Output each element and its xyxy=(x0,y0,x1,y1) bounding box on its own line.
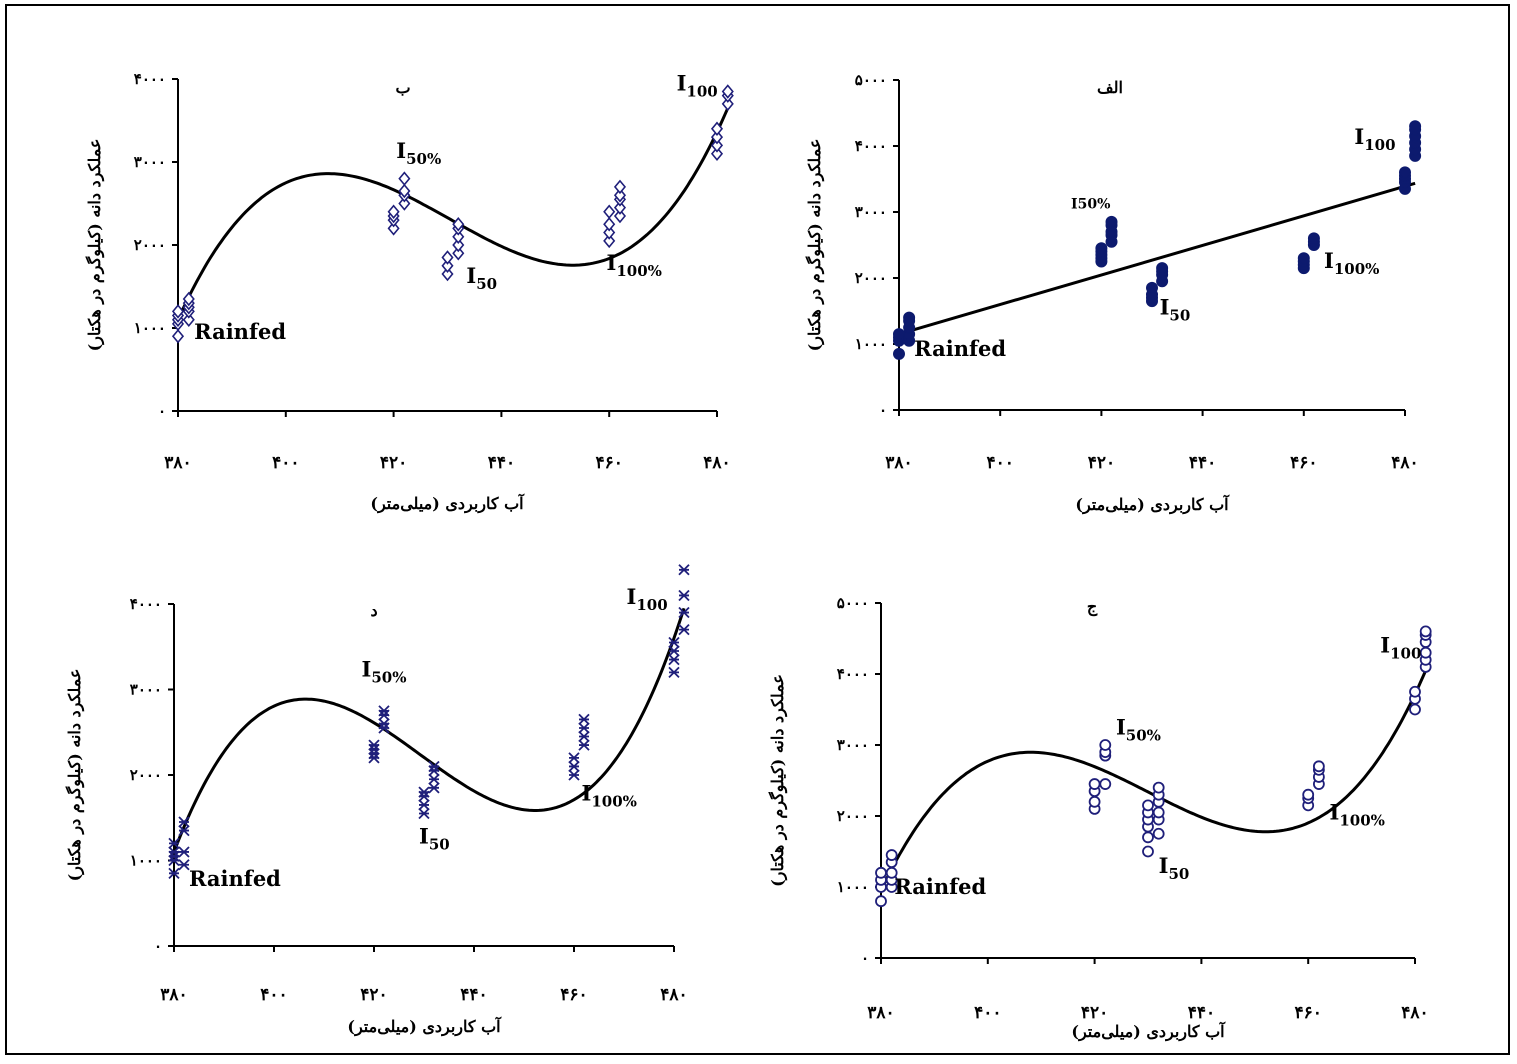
figure-border xyxy=(5,4,1510,1055)
